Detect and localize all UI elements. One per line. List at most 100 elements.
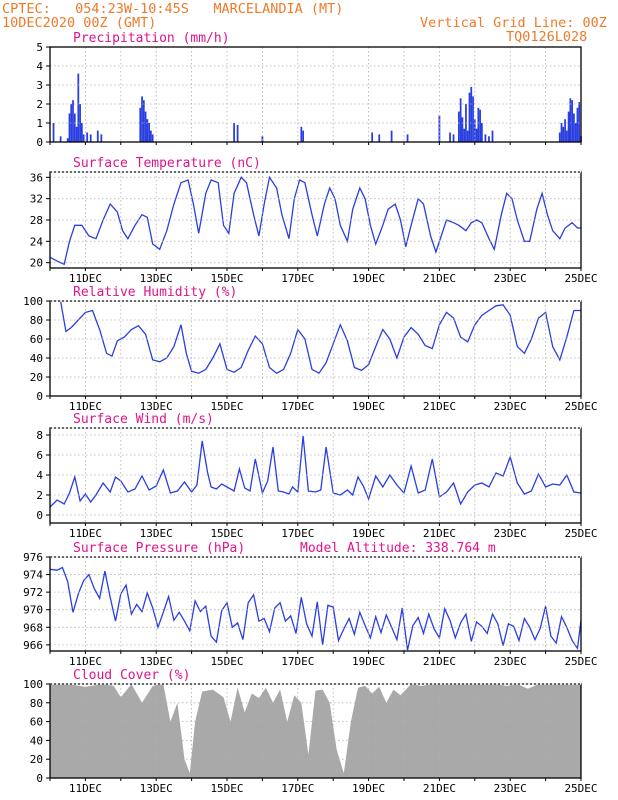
panel-1-bar [73,113,76,142]
panel-1-bar [86,132,89,142]
panel-2-ytick-label: 24 [30,235,44,248]
panel-6-xtick-label: 25DEC [564,782,597,795]
panel-1-bar [406,134,409,142]
panel-1-ytick-label: 1 [36,117,43,130]
panel-1-bar [576,107,579,142]
panel-1-bar [77,73,80,142]
panel-1-bar [378,134,381,142]
panel-2-xtick-label: 15DEC [210,272,243,285]
panel-1-bar [144,111,147,142]
panel-1-bar [59,136,62,142]
panel-5-xtick-label: 17DEC [281,655,314,668]
panel-2-ytick-label: 28 [30,214,43,227]
panel-3-ytick-label: 0 [36,390,43,403]
panel-1-bar [438,115,441,142]
panel-1-bar [371,132,374,142]
panel-1-bar [72,100,74,142]
panel-4-line [49,435,582,508]
panel-1-bar [466,130,469,142]
panel-1-bar [151,134,154,142]
panel-1-bar [484,134,487,142]
panel-1-bar [452,134,455,142]
panel-1-title: Precipitation (mm/h) [73,31,230,46]
panel-1-bar [479,109,481,142]
panel-4-xtick-label: 13DEC [140,527,173,540]
panel-1-bar [68,113,71,142]
panel-5-subtitle: Model Altitude: 338.764 m [300,541,496,556]
panel-1-bar [141,96,143,142]
panel-5-ytick-label: 966 [23,639,43,652]
panel-1-bar [459,98,462,142]
panel-1-bar [449,132,451,142]
panel-3-ytick-label: 80 [30,314,43,327]
panel-1-bar [562,126,565,142]
panel-6-ytick-label: 20 [30,753,43,766]
panel-1-bar [567,111,570,142]
panel-1-bar [82,134,85,142]
panel-4-xtick-label: 15DEC [210,527,243,540]
panel-5-xtick-label: 11DEC [69,655,102,668]
panel-1-bar [574,123,577,142]
panel-1-ytick-label: 2 [36,98,43,111]
panel-2-xtick-label: 23DEC [494,272,527,285]
panel-1-bar [148,123,151,142]
panel-1-bar [461,117,464,142]
panel-1-bar [578,102,581,142]
panel-1-bar [139,107,142,142]
panel-3-xtick-label: 17DEC [281,400,314,413]
panel-4-xtick-label: 19DEC [352,527,385,540]
panel-6-ytick-label: 0 [36,772,43,785]
panel-1-bar [477,107,480,142]
panel-4-xtick-label: 23DEC [494,527,527,540]
panel-2-ytick-label: 20 [30,257,43,270]
panel-2-xtick-label: 13DEC [140,272,173,285]
panel-6-ytick-label: 100 [23,678,43,691]
panel-4-ytick-label: 6 [36,449,43,462]
panel-3-xtick-label: 11DEC [69,400,102,413]
panel-4-xtick-label: 17DEC [281,527,314,540]
panel-1-bar [150,130,152,142]
panel-6-area [50,684,581,778]
panel-6-xtick-label: 19DEC [352,782,385,795]
panel-1-bar [465,104,467,142]
panel-1-bar [480,123,483,142]
panel-6-xtick-label: 15DEC [210,782,243,795]
panel-1-bar [390,130,393,142]
panel-5-line [49,566,582,651]
panel-4-xtick-label: 11DEC [69,527,102,540]
panel-1-bar [491,130,494,142]
panel-1-bar [488,136,490,142]
panel-1-bar [463,128,466,142]
panel-3-ytick-label: 20 [30,371,43,384]
panel-1-bar [569,98,572,142]
header-right-line1: Vertical Grid Line: 00Z [420,15,607,31]
panel-3-xtick-label: 13DEC [140,400,173,413]
panel-5-xtick-label: 19DEC [352,655,385,668]
panel-1-bar [75,126,78,142]
panel-1-bar [565,130,568,142]
panel-1-bar [473,119,476,142]
panel-1-bar [236,124,239,142]
panel-1-bar [475,128,478,142]
panel-4-title: Surface Wind (m/s) [73,412,214,427]
panel-2-xtick-label: 21DEC [423,272,456,285]
panel-1-bar [573,113,575,142]
panel-1-bar [560,123,563,142]
panel-3-title: Relative Humidity (%) [73,285,237,300]
panel-4-xtick-label: 25DEC [564,527,597,540]
panel-6-xtick-label: 13DEC [140,782,173,795]
panel-1-bar [146,119,149,142]
panel-1-bar [96,130,99,142]
panel-5-ytick-label: 976 [23,551,43,564]
panel-6-xtick-label: 11DEC [69,782,102,795]
panel-2-xtick-label: 25DEC [564,272,597,285]
panel-5-xtick-label: 13DEC [140,655,173,668]
panel-1-bar [80,123,83,142]
panel-3-xtick-label: 19DEC [352,400,385,413]
header-right-line2: TQ0126L028 [506,29,588,45]
panel-5-xtick-label: 25DEC [564,655,597,668]
panel-2-xtick-label: 19DEC [352,272,385,285]
panel-3-line [50,300,581,375]
panel-5-ytick-label: 968 [23,621,43,634]
